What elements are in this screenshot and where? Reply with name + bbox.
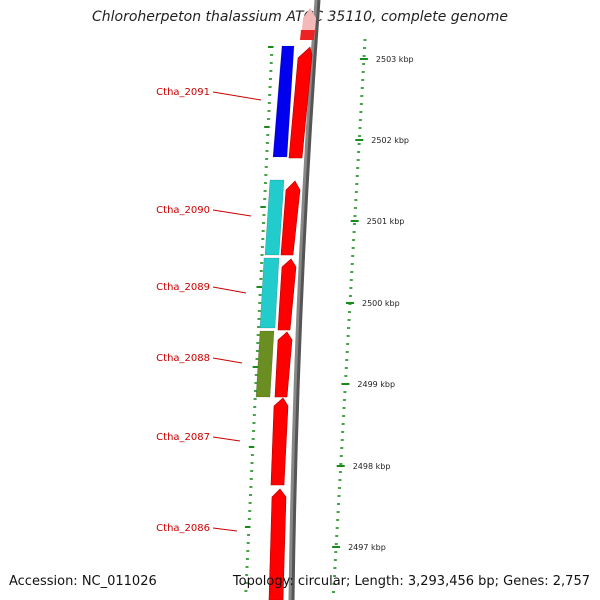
gene-block [264,179,285,256]
kbp-label: 2503 kbp [376,55,414,64]
gene-label: Ctha_2089 [156,282,210,293]
gene-leader-line [212,436,241,442]
gene-block [259,257,280,329]
top-feature-red [300,30,315,40]
gene-leader-line [212,286,247,294]
accession-text: Accession: NC_011026 [9,574,157,589]
kbp-label: 2502 kbp [371,136,409,145]
gene-label: Ctha_2087 [156,432,210,443]
gene-leader-line [212,357,243,364]
gene-block [272,45,295,158]
topology-text: Topology: circular; Length: 3,293,456 bp… [232,574,590,589]
gene-label: Ctha_2088 [156,353,210,364]
cds-arrow [288,46,313,159]
gene-leader-line [212,91,262,101]
gene-leader-line [212,527,238,532]
gene-label: Ctha_2090 [156,205,210,216]
kbp-label: 2500 kbp [362,299,400,308]
cds-arrow [268,488,287,600]
kbp-label: 2497 kbp [348,543,386,552]
cds-arrow [280,180,301,256]
gene-block [255,330,275,398]
kbp-label: 2498 kbp [353,462,391,471]
gene-label: Ctha_2091 [156,87,210,98]
backbone-shadow [289,0,321,600]
map-title: Chloroherpeton thalassium ATCC 35110, co… [92,9,508,25]
gene-leader-line [212,209,252,217]
backbone-line [288,0,318,600]
cds-arrow [270,397,289,486]
gene-label: Ctha_2086 [156,523,210,534]
cds-arrow [277,258,297,331]
kbp-label: 2501 kbp [367,217,405,226]
kbp-label: 2499 kbp [357,380,395,389]
cds-arrow [274,331,293,398]
